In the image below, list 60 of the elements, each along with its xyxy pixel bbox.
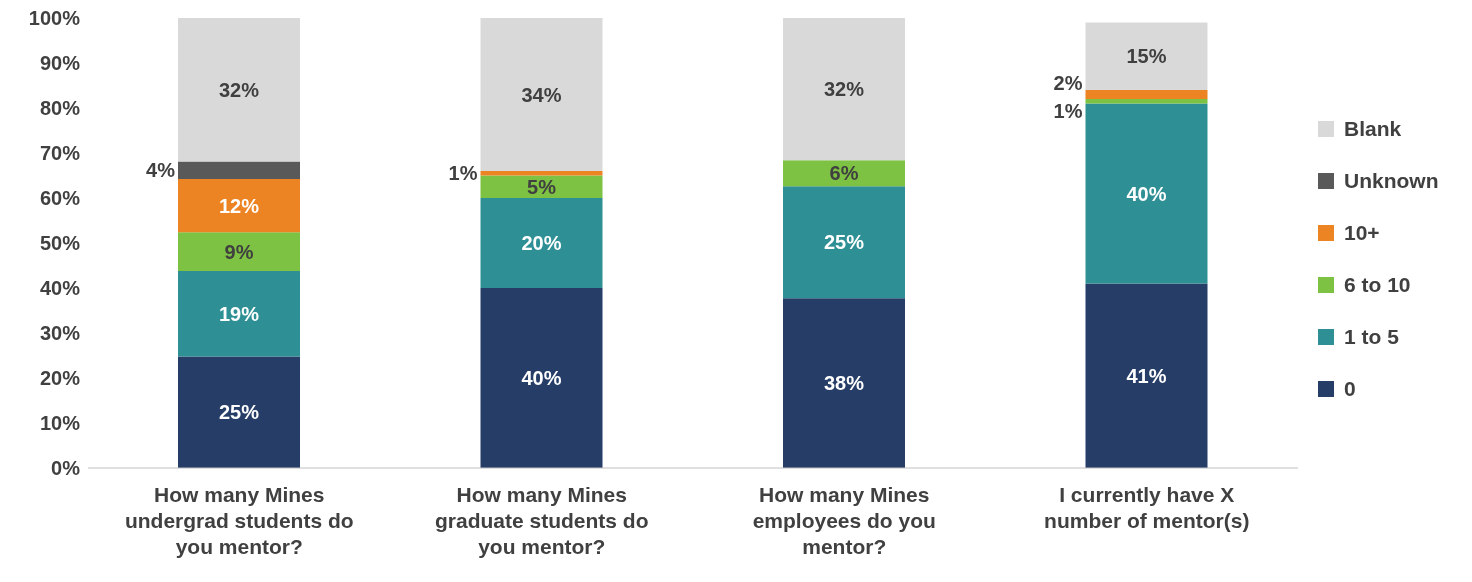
legend-label: 1 to 5 [1344,325,1399,349]
bar [783,298,905,468]
data-label: 25% [218,401,260,424]
data-label: 15% [1126,45,1167,68]
legend-label: Blank [1344,117,1402,141]
data-label: 41% [1126,364,1167,387]
bar [480,18,603,171]
bar [178,232,300,271]
data-label: 40% [521,367,562,389]
y-tick-label: 50% [39,232,81,255]
y-tick-label: 0% [51,457,81,480]
y-tick-label: 80% [39,97,81,120]
x-tick-label: How many Mines graduate students do you mentor? [434,483,649,558]
bar [178,18,300,162]
data-label: 32% [823,78,865,101]
x-tick-label: How many Mines employees do you mentor? [752,483,936,558]
data-label: 20% [521,232,562,254]
legend-label: 0 [1344,377,1356,401]
y-tick-label: 30% [39,322,81,345]
data-label: 34% [521,83,562,106]
bar [1085,22,1208,90]
bar [1085,99,1208,104]
y-tick-label: 90% [39,52,81,75]
bar [1085,90,1208,99]
data-label: 12% [218,194,260,217]
data-label: 19% [218,302,260,325]
y-tick-label: 20% [39,367,81,390]
data-label: 1% [448,162,478,185]
bar [1085,283,1208,468]
bar [178,270,300,357]
data-label: 4% [146,159,176,182]
bar [783,18,905,161]
x-tick-label: How many Mines undergrad students do you mentor? [124,483,354,558]
x-tick-label: I currently have X number of mentor(s) [1044,483,1250,532]
bar [783,186,905,299]
data-label: 25% [823,231,865,254]
bar [178,179,300,233]
y-tick-label: 60% [39,187,81,210]
legend-label: 10+ [1344,221,1380,245]
y-tick-label: 10% [39,412,81,435]
data-label: 2% [1053,71,1083,94]
data-label: 40% [1126,182,1167,205]
bar [783,160,905,187]
data-label: 5% [527,175,557,198]
bar [480,198,603,288]
data-label: 32% [218,78,260,101]
bar [178,161,300,180]
y-tick-label: 100% [28,7,81,30]
y-tick-label: 70% [39,142,81,165]
bar [480,171,603,176]
bar [1085,103,1208,284]
y-tick-label: 40% [39,277,81,300]
data-label: 1% [1053,100,1083,123]
data-label: 38% [823,372,865,395]
bar [480,288,603,468]
data-label: 6% [829,162,859,185]
legend-label: 6 to 10 [1344,273,1411,297]
legend-label: Unknown [1344,169,1439,193]
bar [178,356,300,468]
data-label: 9% [224,240,254,263]
